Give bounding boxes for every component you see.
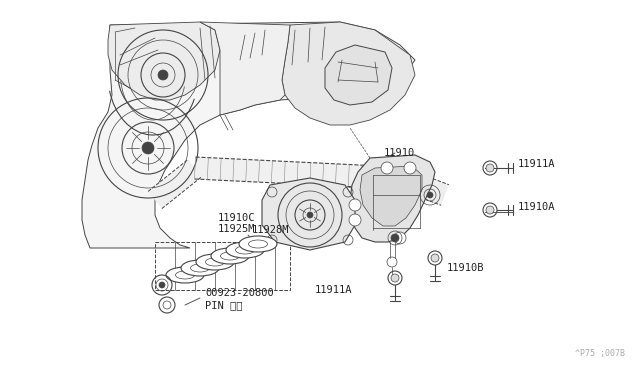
Text: 11910C: 11910C [218,213,255,223]
Circle shape [486,164,494,172]
Circle shape [307,212,313,218]
Text: ^P75 ;007B: ^P75 ;007B [575,349,625,358]
Ellipse shape [166,267,204,283]
Circle shape [349,199,361,211]
Ellipse shape [239,236,277,252]
Circle shape [391,234,399,242]
Polygon shape [360,166,422,226]
Text: 11911A: 11911A [315,285,353,295]
Circle shape [158,70,168,80]
Text: 11910B: 11910B [447,263,484,273]
Circle shape [404,162,416,174]
Circle shape [381,162,393,174]
Polygon shape [82,22,415,248]
Polygon shape [200,22,290,115]
Circle shape [431,254,439,262]
Text: 11928M: 11928M [252,225,289,235]
Ellipse shape [196,254,234,270]
Text: 11925M: 11925M [218,224,255,234]
Polygon shape [350,155,435,242]
Polygon shape [282,22,415,125]
Circle shape [427,192,433,198]
Circle shape [349,214,361,226]
Circle shape [159,282,165,288]
Polygon shape [108,22,220,100]
Polygon shape [148,160,202,209]
Ellipse shape [226,242,264,258]
Text: 00923-20800: 00923-20800 [205,288,274,298]
Text: 11910: 11910 [384,148,415,158]
Text: PIN ピン: PIN ピン [205,300,243,310]
Circle shape [391,274,399,282]
Circle shape [486,206,494,214]
Polygon shape [325,45,392,105]
Text: 11911A: 11911A [518,159,556,169]
Polygon shape [262,178,355,250]
Polygon shape [396,168,449,205]
Ellipse shape [181,260,219,276]
Polygon shape [195,157,401,189]
Circle shape [142,142,154,154]
Ellipse shape [211,248,249,264]
Text: 11910A: 11910A [518,202,556,212]
Circle shape [394,232,406,244]
